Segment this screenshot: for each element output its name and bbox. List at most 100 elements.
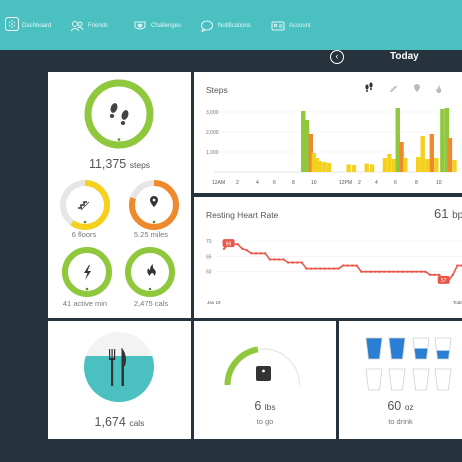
steps-tab-icon[interactable] [365,82,373,92]
steps-bar [301,111,306,172]
heart-rate-point [396,270,400,273]
scale-icon [256,366,271,381]
heart-rate-title: Resting Heart Rate [206,210,279,220]
steps-ring[interactable] [84,79,154,149]
steps-bar [314,158,320,172]
x-tick-label: 4 [256,180,259,186]
heart-rate-point [241,247,244,250]
water-glass[interactable] [388,337,406,360]
water-glass-outline [412,337,430,360]
water-card[interactable]: 60 oz to drink [339,321,462,439]
floors-ring[interactable] [60,180,110,230]
steps-bar [391,159,397,172]
heart-rate-chart: 60 65 70 69 57 Jan 19 Toda [206,239,462,305]
steps-bar [447,138,453,172]
weight-sub: to go [256,417,274,426]
heart-rate-point [424,270,427,273]
nav-account[interactable]: Account [271,18,311,34]
steps-bar [429,134,434,172]
heart-rate-point [410,270,413,273]
heart-rate-point [433,273,436,276]
heart-rate-point [309,267,313,270]
heart-rate-point [254,252,258,255]
steps-unit: steps [129,160,151,170]
steps-bar [322,162,327,172]
food-plate [84,332,154,402]
water-glasses [365,337,452,391]
heart-rate-point [387,270,390,273]
nav-notifications[interactable]: Notifications [200,18,251,34]
nav-dashboard[interactable]: Dashboard [22,18,51,34]
heart-rate-point [428,273,432,276]
steps-bar [420,136,425,172]
fitbit-logo-icon[interactable] [5,17,19,31]
account-icon [271,21,285,31]
miles-ring[interactable] [129,180,179,230]
heart-rate-callout [437,275,450,284]
ring-goal-dot [148,287,152,291]
steps-chart-card[interactable]: Steps 12AM 2 4 6 8 10 12PM 2 4 6 8 10 1,000 2,000 3,0… [194,72,462,193]
flame-icon [147,264,156,276]
lightning-bolt-icon [84,265,91,280]
calories-ring[interactable] [125,247,175,297]
miles-summary: 5.25 miles [124,230,178,239]
heart-rate-point [277,258,281,261]
steps-bar [317,161,323,172]
heart-rate-point [263,252,267,255]
nav-friends[interactable]: Friends [70,18,108,34]
floors-tab-icon[interactable] [390,85,398,93]
nav-friends-label: Friends [88,23,109,29]
water-glass[interactable] [412,368,430,391]
heart-rate-point [355,264,358,267]
ring-goal-dot [85,287,89,291]
water-glass[interactable] [365,368,383,391]
water-glass[interactable] [388,368,406,391]
ring-goal-dot [117,138,121,141]
heart-rate-point [323,267,326,270]
food-summary: 1,674 cals [48,415,191,429]
heart-rate-value: 61 [434,206,449,221]
y-tick-label: 60 [206,270,212,276]
water-glass-outline [388,337,406,360]
water-glass[interactable] [434,337,452,360]
steps-bar [395,108,400,172]
water-glass[interactable] [365,337,383,360]
x-tick-label: 6 [273,180,276,186]
ring-goal-dot [152,220,156,224]
heart-rate-point [332,267,336,270]
weight-card[interactable]: 6 lbs to go [194,321,336,439]
water-unit: oz [404,402,414,412]
floors-summary: 6 floors [58,230,110,239]
heart-rate-point [378,270,381,273]
active-minutes-ring[interactable] [62,247,112,297]
steps-bar [425,159,430,172]
ring-goal-dot [83,220,87,224]
friends-icon [70,21,84,32]
calories-tab-icon[interactable] [436,85,442,93]
steps-chart: 12AM 2 4 6 8 10 12PM 2 4 6 8 10 1,000 2,000 3,000 [206,82,457,186]
heart-rate-point [314,267,317,270]
y-tick-label: 70 [206,239,212,245]
steps-chart-title: Steps [206,85,228,95]
food-card[interactable]: 1,674 cals [48,321,191,439]
nav-challenges[interactable]: Challenges [133,18,181,34]
active-unit: active min [73,299,108,308]
distance-tab-icon[interactable] [414,84,420,92]
y-tick-label: 3,000 [206,110,219,116]
steps-bar [351,165,357,172]
footprints-icon [109,103,129,125]
water-glass-outline [434,368,452,391]
heart-rate-point [328,267,331,270]
water-glass[interactable] [412,337,430,360]
stats-card: 11,375 steps 6 floors 5.25 miles 41 acti… [48,72,191,318]
x-tick-label: 8 [415,180,418,186]
previous-day-button[interactable]: ‹ [330,50,344,64]
heart-rate-card[interactable]: Resting Heart Rate 61 bpm 60 65 70 69 57 Ja… [194,197,462,318]
x-tick-label: 6 [394,180,397,186]
water-glass[interactable] [434,368,452,391]
nav-notifications-label: Notifications [218,23,251,29]
floors-unit: floors [77,230,97,239]
heart-rate-point [337,267,340,270]
steps-bar [452,160,457,172]
x-tick-label: 2 [358,180,361,186]
